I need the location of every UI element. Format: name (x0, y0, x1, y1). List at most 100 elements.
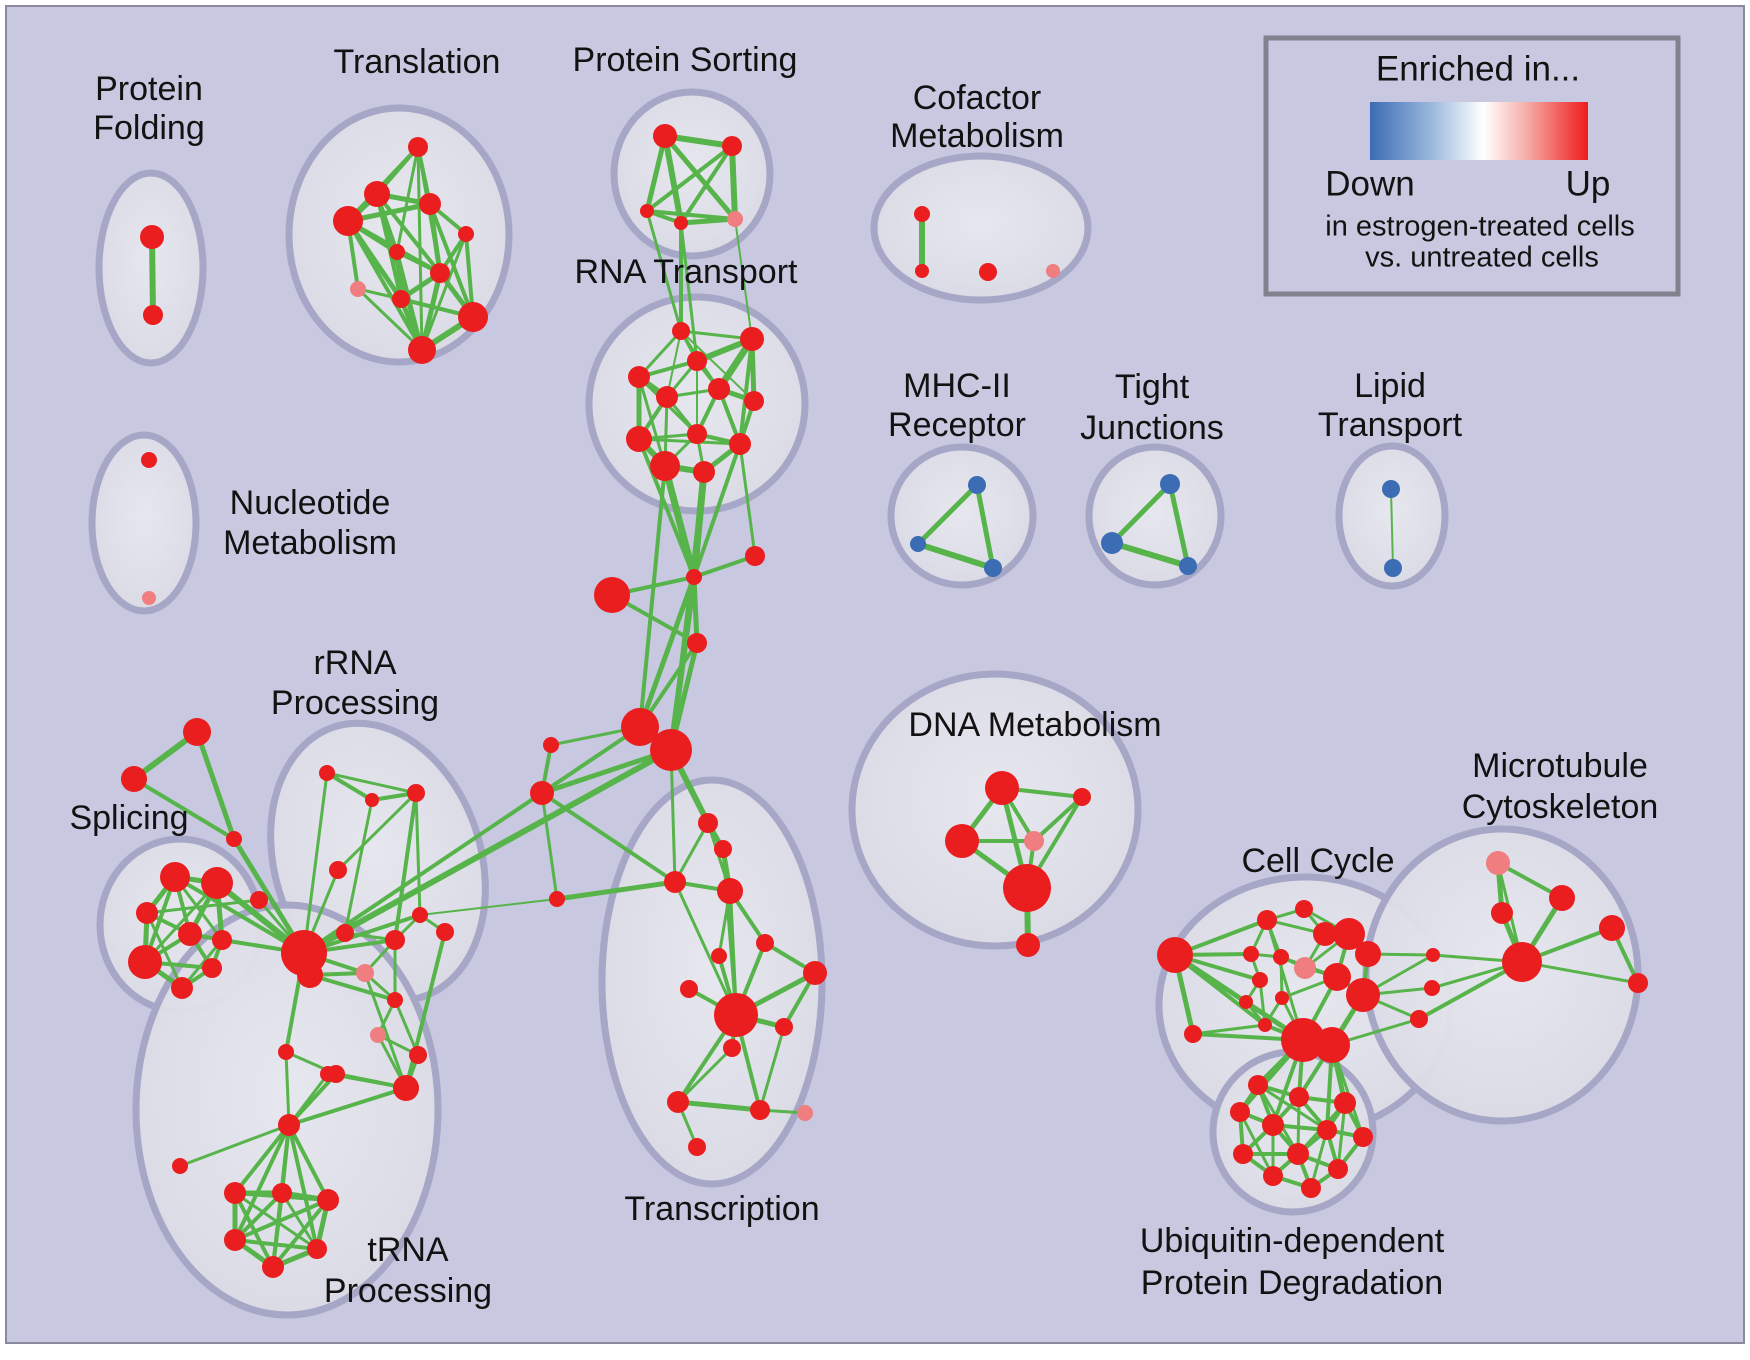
network-node[interactable] (664, 871, 686, 893)
network-node[interactable] (171, 977, 193, 999)
network-node[interactable] (1252, 972, 1268, 988)
network-node[interactable] (389, 244, 405, 260)
network-node[interactable] (1230, 1102, 1250, 1122)
network-node[interactable] (945, 824, 979, 858)
network-node[interactable] (626, 426, 652, 452)
network-node[interactable] (370, 1027, 386, 1043)
network-node[interactable] (1295, 900, 1313, 918)
network-node[interactable] (594, 577, 630, 613)
network-node[interactable] (687, 351, 707, 371)
network-node[interactable] (803, 961, 827, 985)
network-node[interactable] (621, 708, 659, 746)
network-node[interactable] (1294, 957, 1316, 979)
network-node[interactable] (136, 902, 158, 924)
network-node[interactable] (1184, 1025, 1202, 1043)
network-node[interactable] (1243, 946, 1259, 962)
network-node[interactable] (364, 181, 390, 207)
network-node[interactable] (708, 378, 730, 400)
network-node[interactable] (178, 922, 202, 946)
network-node[interactable] (723, 1039, 741, 1057)
network-node[interactable] (1426, 948, 1440, 962)
network-node[interactable] (1549, 885, 1575, 911)
network-node[interactable] (1328, 1159, 1348, 1179)
network-node[interactable] (412, 907, 428, 923)
network-node[interactable] (272, 1183, 292, 1203)
network-node[interactable] (543, 737, 559, 753)
network-node[interactable] (727, 211, 743, 227)
network-node[interactable] (408, 137, 428, 157)
network-node[interactable] (350, 281, 366, 297)
network-node[interactable] (143, 305, 163, 325)
network-node[interactable] (686, 569, 702, 585)
network-node[interactable] (278, 1044, 294, 1060)
network-node[interactable] (914, 206, 930, 222)
network-node[interactable] (1239, 995, 1253, 1009)
network-node[interactable] (688, 1138, 706, 1156)
network-node[interactable] (172, 1158, 188, 1174)
network-node[interactable] (1157, 937, 1193, 973)
network-node[interactable] (1275, 991, 1289, 1005)
network-node[interactable] (141, 452, 157, 468)
network-node[interactable] (201, 867, 233, 899)
network-node[interactable] (329, 861, 347, 879)
network-node[interactable] (640, 204, 654, 218)
network-node[interactable] (1257, 910, 1277, 930)
network-node[interactable] (750, 1100, 770, 1120)
network-node[interactable] (650, 451, 680, 481)
network-node[interactable] (140, 225, 164, 249)
network-node[interactable] (672, 322, 690, 340)
network-node[interactable] (1016, 933, 1040, 957)
network-node[interactable] (693, 461, 715, 483)
network-node[interactable] (674, 216, 688, 230)
network-node[interactable] (336, 924, 354, 942)
network-node[interactable] (408, 336, 436, 364)
network-node[interactable] (968, 476, 986, 494)
network-node[interactable] (1258, 1018, 1272, 1032)
network-node[interactable] (320, 1066, 336, 1082)
network-node[interactable] (250, 891, 268, 909)
network-node[interactable] (1262, 1114, 1284, 1136)
network-node[interactable] (1046, 264, 1060, 278)
network-node[interactable] (711, 948, 727, 964)
network-node[interactable] (984, 559, 1002, 577)
network-node[interactable] (407, 784, 425, 802)
network-node[interactable] (650, 729, 692, 771)
network-node[interactable] (1424, 980, 1440, 996)
network-node[interactable] (419, 193, 441, 215)
network-node[interactable] (729, 433, 751, 455)
network-node[interactable] (1073, 788, 1091, 806)
network-node[interactable] (1024, 831, 1044, 851)
network-node[interactable] (430, 263, 450, 283)
network-node[interactable] (262, 1256, 284, 1278)
network-node[interactable] (387, 992, 403, 1008)
network-node[interactable] (1314, 1027, 1350, 1063)
network-node[interactable] (797, 1105, 813, 1121)
network-node[interactable] (224, 1229, 246, 1251)
network-node[interactable] (985, 771, 1019, 805)
network-node[interactable] (1313, 922, 1337, 946)
network-node[interactable] (392, 290, 410, 308)
network-node[interactable] (1003, 864, 1051, 912)
network-node[interactable] (698, 813, 718, 833)
network-node[interactable] (1486, 851, 1510, 875)
network-node[interactable] (224, 1182, 246, 1204)
network-node[interactable] (307, 1239, 327, 1259)
network-node[interactable] (530, 781, 554, 805)
network-node[interactable] (393, 1075, 419, 1101)
network-node[interactable] (121, 766, 147, 792)
network-node[interactable] (142, 591, 156, 605)
network-node[interactable] (297, 962, 323, 988)
network-node[interactable] (1353, 1127, 1373, 1147)
network-node[interactable] (1160, 474, 1180, 494)
network-node[interactable] (458, 302, 488, 332)
network-node[interactable] (1599, 915, 1625, 941)
network-node[interactable] (1334, 1092, 1356, 1114)
network-node[interactable] (1382, 480, 1400, 498)
network-node[interactable] (436, 923, 454, 941)
network-node[interactable] (680, 980, 698, 998)
network-node[interactable] (1384, 559, 1402, 577)
network-node[interactable] (458, 226, 474, 242)
network-node[interactable] (722, 136, 742, 156)
network-node[interactable] (409, 1046, 427, 1064)
network-node[interactable] (915, 264, 929, 278)
